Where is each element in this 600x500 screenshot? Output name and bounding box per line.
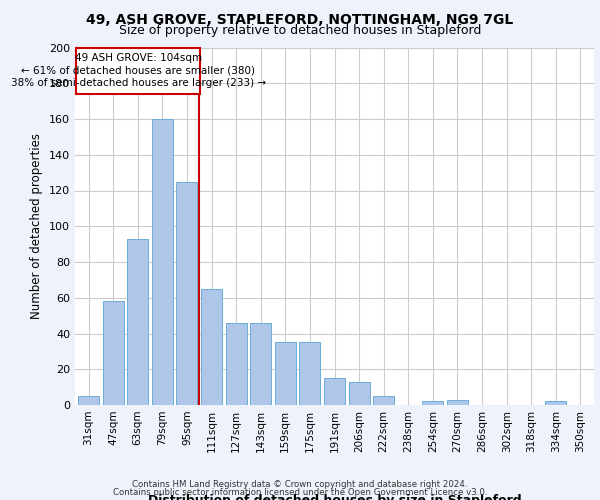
X-axis label: Distribution of detached houses by size in Stapleford: Distribution of detached houses by size … — [148, 494, 521, 500]
Text: 38% of semi-detached houses are larger (233) →: 38% of semi-detached houses are larger (… — [11, 78, 266, 88]
Bar — [78, 396, 99, 405]
Bar — [250, 323, 271, 405]
Bar — [299, 342, 320, 405]
Bar — [324, 378, 345, 405]
Bar — [373, 396, 394, 405]
Text: Contains HM Land Registry data © Crown copyright and database right 2024.: Contains HM Land Registry data © Crown c… — [132, 480, 468, 489]
Text: ← 61% of detached houses are smaller (380): ← 61% of detached houses are smaller (38… — [22, 66, 256, 76]
Y-axis label: Number of detached properties: Number of detached properties — [31, 133, 43, 320]
Text: 49, ASH GROVE, STAPLEFORD, NOTTINGHAM, NG9 7GL: 49, ASH GROVE, STAPLEFORD, NOTTINGHAM, N… — [86, 12, 514, 26]
Bar — [422, 402, 443, 405]
Bar — [447, 400, 468, 405]
FancyBboxPatch shape — [76, 48, 200, 94]
Bar — [545, 402, 566, 405]
Bar — [176, 182, 197, 405]
Text: 49 ASH GROVE: 104sqm: 49 ASH GROVE: 104sqm — [75, 53, 202, 63]
Bar — [201, 289, 222, 405]
Bar — [152, 119, 173, 405]
Bar — [226, 323, 247, 405]
Bar — [127, 239, 148, 405]
Bar — [275, 342, 296, 405]
Text: Size of property relative to detached houses in Stapleford: Size of property relative to detached ho… — [119, 24, 481, 37]
Text: Contains public sector information licensed under the Open Government Licence v3: Contains public sector information licen… — [113, 488, 487, 497]
Bar — [103, 302, 124, 405]
Bar — [349, 382, 370, 405]
